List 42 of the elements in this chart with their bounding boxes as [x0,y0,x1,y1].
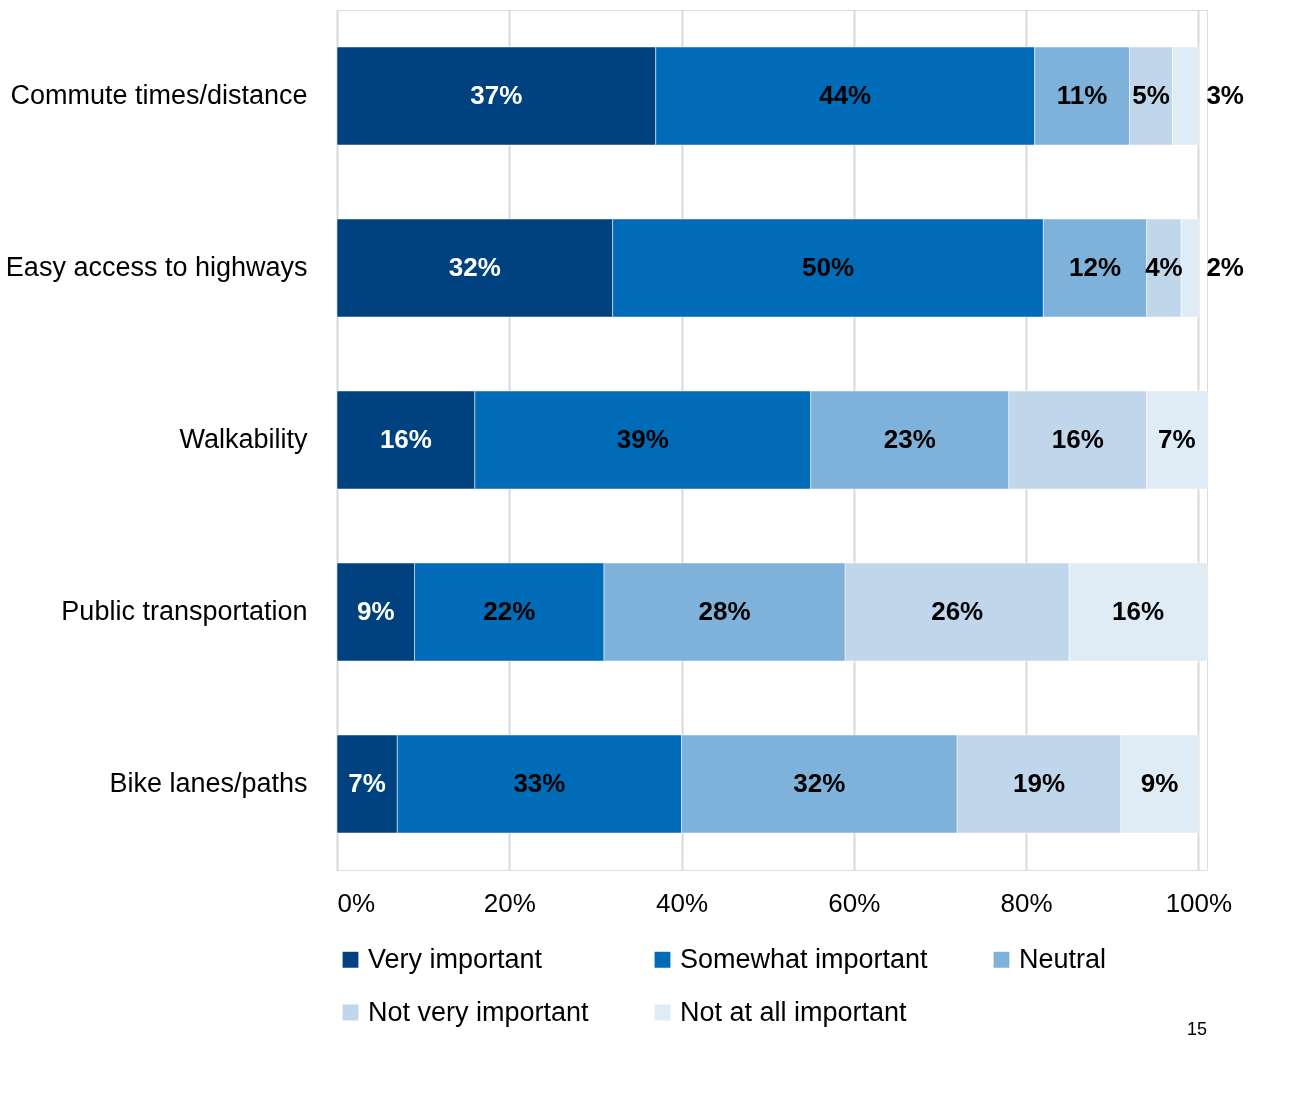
y-tick-label: Commute times/distance [10,80,308,110]
data-label: 7% [348,768,386,798]
data-label: 2% [1206,252,1244,282]
x-tick-label: 20% [483,887,536,918]
data-label: 16% [1112,596,1165,626]
data-label: 12% [1069,252,1122,282]
legend-label: Very important [368,943,543,974]
data-label: 7% [1158,424,1196,454]
data-label: 28% [698,596,751,626]
data-label: 39% [616,424,669,454]
data-label: 11% [1056,80,1108,110]
data-label: 19% [1013,768,1066,798]
data-label: 4% [1145,252,1183,282]
data-label: 32% [793,768,846,798]
data-label: 5% [1132,80,1170,110]
data-label: 3% [1206,80,1244,110]
x-tick-label: 60% [828,887,881,918]
y-tick-label: Walkability [179,424,308,454]
x-tick-label: 80% [1000,887,1053,918]
data-label: 9% [1140,768,1179,798]
x-tick-label: 100% [1165,887,1233,918]
y-tick-label: Bike lanes/paths [109,768,308,798]
legend-label: Neutral [1019,943,1107,974]
data-label: 26% [931,596,984,626]
data-label: 32% [448,252,501,282]
data-label: 33% [513,768,566,798]
data-label: 37% [470,80,523,110]
data-label: 50% [801,252,855,282]
x-tick-label: 40% [656,887,709,918]
legend-label: Not very important [368,996,590,1027]
data-label: 44% [819,80,872,110]
legend-label: Somewhat important [680,943,929,974]
y-tick-label: Public transportation [61,596,308,626]
data-label: 16% [379,424,432,454]
data-label: 23% [883,424,936,454]
x-tick-label: 0% [337,887,376,918]
data-label: 22% [483,596,536,626]
data-label: 9% [356,596,395,626]
legend-label: Not at all important [680,996,908,1027]
data-label: 16% [1051,424,1104,454]
text: 15 [1186,1019,1207,1039]
y-tick-label: Easy access to highways [5,252,308,282]
